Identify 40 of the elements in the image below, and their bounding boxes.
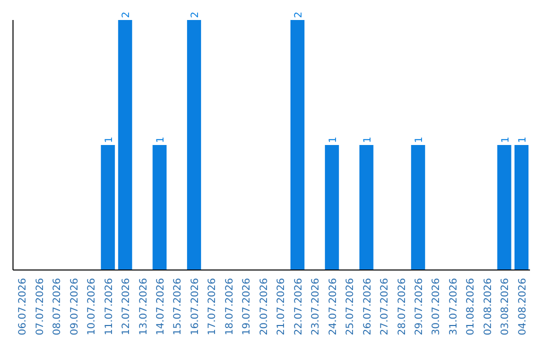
x-tick-label: 14.07.2026: [155, 278, 166, 336]
x-tick-label: 25.07.2026: [345, 278, 356, 336]
x-tick-label: 29.07.2026: [414, 278, 425, 336]
data-label: 1: [104, 136, 115, 143]
x-tick-label: 10.07.2026: [86, 278, 98, 336]
data-label: 2: [190, 12, 202, 18]
x-tick-label: 28.07.2026: [396, 278, 408, 336]
x-tick-label: 12.07.2026: [121, 278, 132, 336]
x-tick-label: 11.07.2026: [104, 278, 115, 336]
data-label: 1: [328, 136, 339, 143]
data-label: 1: [500, 136, 512, 143]
x-tick-label: 18.07.2026: [224, 278, 236, 336]
x-tick-label: 22.07.2026: [293, 278, 304, 336]
x-tick-label: 27.07.2026: [380, 278, 391, 336]
x-tick-label: 31.07.2026: [448, 278, 460, 336]
x-tick-label: 23.07.2026: [310, 278, 322, 336]
x-tick-label: 19.07.2026: [242, 278, 253, 336]
data-label: 1: [362, 136, 374, 143]
x-tick-label: 21.07.2026: [276, 278, 288, 336]
x-tick-label: 07.07.2026: [34, 278, 46, 336]
x-tick-label: 30.07.2026: [431, 278, 442, 336]
x-tick-label: 02.08.2026: [482, 278, 494, 336]
x-tick-label: 20.07.2026: [258, 278, 270, 336]
x-tick-label: 04.08.2026: [517, 278, 528, 336]
x-tick-label: 15.07.2026: [172, 278, 184, 336]
data-label: 1: [517, 136, 528, 143]
x-tick-label: 24.07.2026: [328, 278, 339, 336]
x-tick-label: 03.08.2026: [500, 278, 512, 336]
data-label: 2: [293, 12, 304, 18]
x-tick-label: 16.07.2026: [190, 278, 201, 336]
data-label: 1: [414, 136, 426, 143]
x-tick-label: 08.07.2026: [52, 278, 64, 336]
data-label: 2: [121, 12, 132, 18]
x-tick-label: 01.08.2026: [466, 278, 477, 336]
data-label: 1: [156, 136, 167, 143]
x-tick-label: 26.07.2026: [362, 278, 374, 336]
x-tick-label: 06.07.2026: [18, 278, 29, 336]
x-tick-label: 17.07.2026: [207, 278, 218, 336]
x-tick-label: 13.07.2026: [138, 278, 150, 336]
x-tick-label: 09.07.2026: [69, 278, 80, 336]
